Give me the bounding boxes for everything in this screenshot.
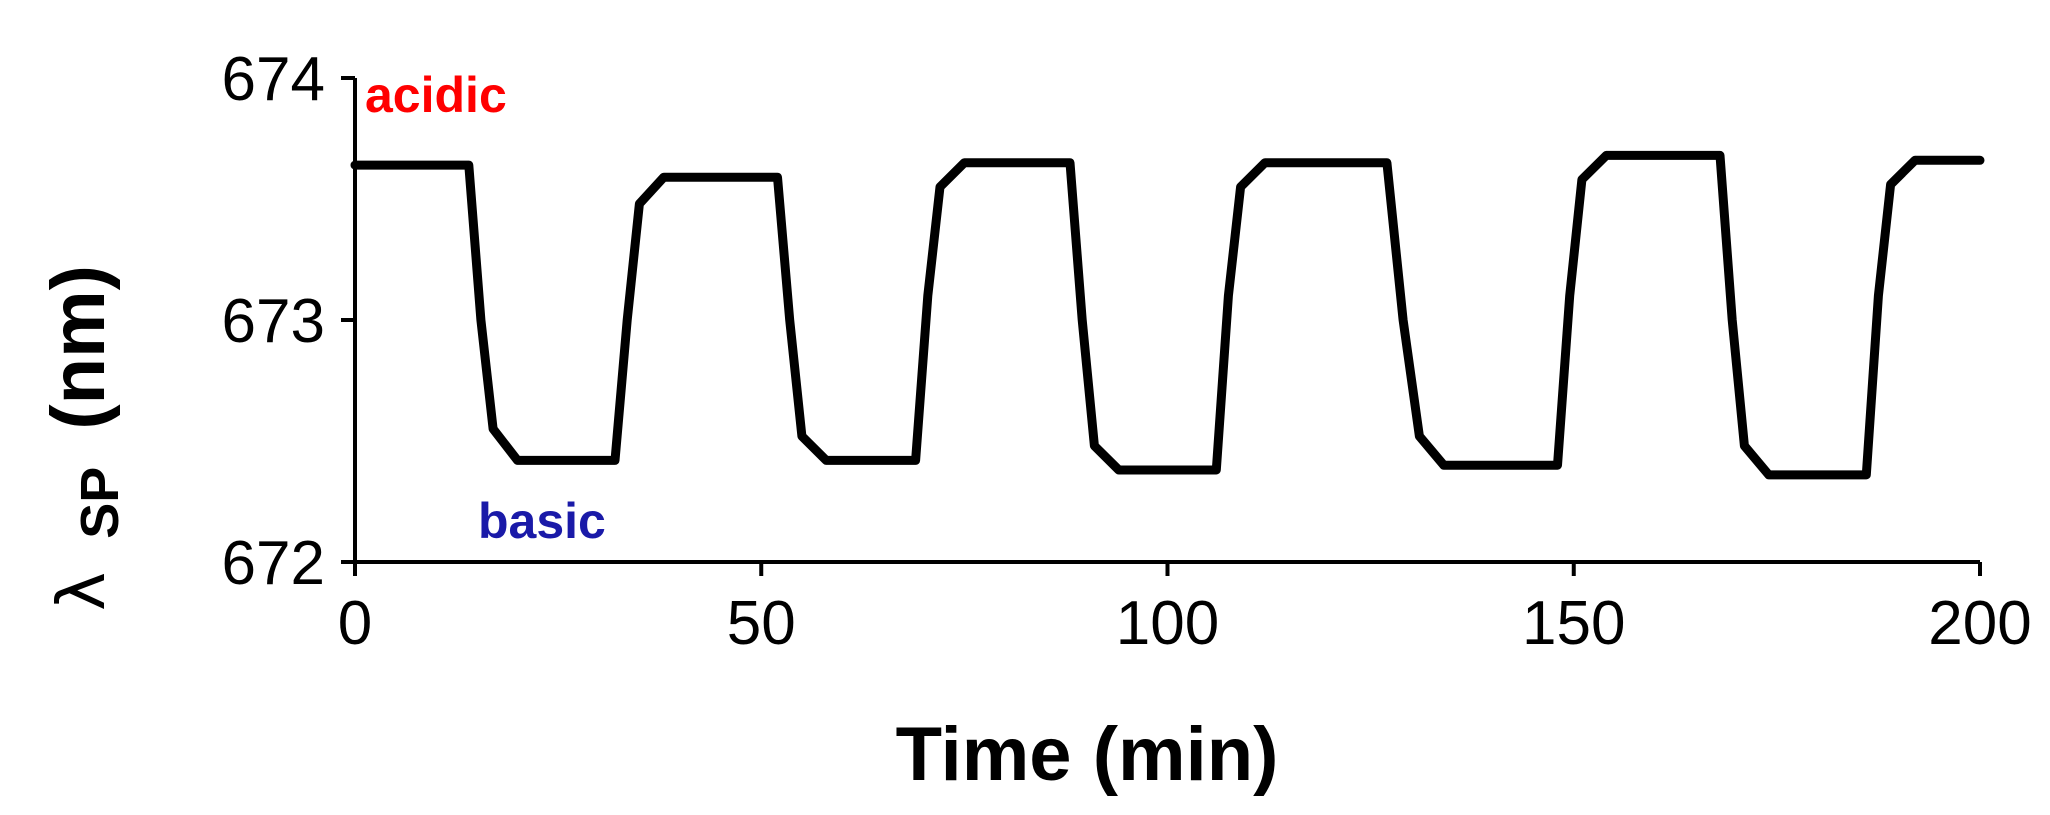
y-axis-title-unit: (nm) bbox=[36, 265, 121, 430]
svg-text:λ SP (nm): λ SP (nm) bbox=[36, 265, 135, 611]
annotation-basic: basic bbox=[478, 493, 606, 549]
x-tick-label: 0 bbox=[338, 589, 372, 658]
x-axis-title: Time (min) bbox=[896, 712, 1279, 797]
y-axis-title-symbol: λ bbox=[43, 572, 120, 611]
y-tick-label: 674 bbox=[222, 45, 325, 114]
annotation-acidic: acidic bbox=[365, 67, 507, 123]
y-axis-title: λ SP (nm) bbox=[36, 265, 135, 611]
x-tick-label: 100 bbox=[1116, 589, 1219, 658]
y-tick-label: 673 bbox=[222, 287, 325, 356]
x-tick-label: 200 bbox=[1928, 589, 2031, 658]
x-tick-label: 150 bbox=[1522, 589, 1625, 658]
x-ticks: 0 50 100 150 200 bbox=[338, 562, 2032, 658]
x-tick-label: 50 bbox=[727, 589, 796, 658]
y-axis-title-subscript: SP bbox=[70, 467, 130, 539]
y-tick-label: 672 bbox=[222, 529, 325, 598]
series-line bbox=[350, 150, 1985, 480]
y-ticks: 672 673 674 bbox=[222, 45, 355, 598]
